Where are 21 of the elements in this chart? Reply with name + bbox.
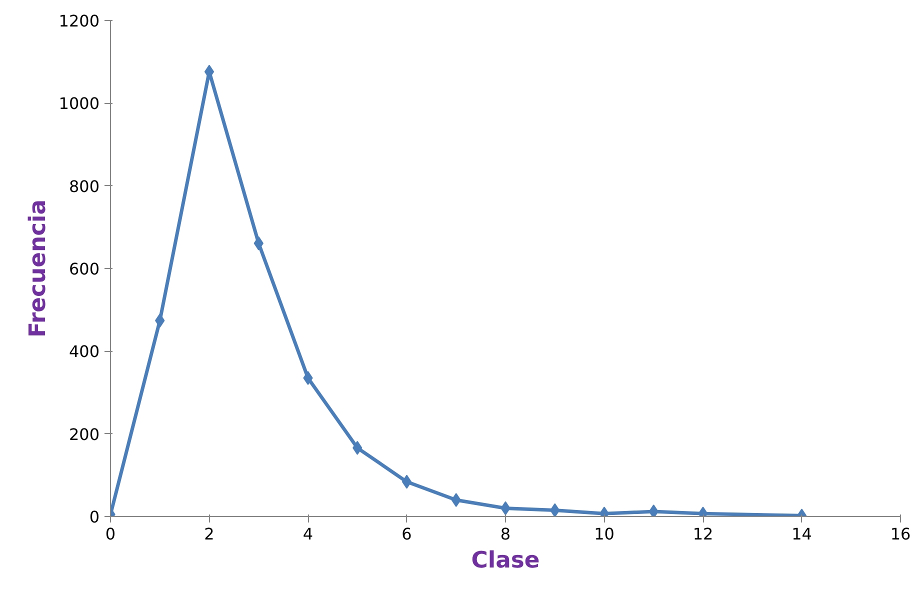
y-axis-title: Frecuencia <box>24 199 51 338</box>
x-tick-label: 0 <box>105 524 116 544</box>
point <box>402 474 412 489</box>
y-tick-label: 1000 <box>58 94 100 114</box>
x-tick-label: 2 <box>204 524 214 544</box>
y-tick-label: 0 <box>89 508 100 526</box>
point <box>648 504 658 516</box>
x-axis-title: Clase <box>471 548 540 574</box>
x-tick-label: 8 <box>500 524 511 544</box>
y-tick-label: 800 <box>68 176 100 196</box>
y-tick-label: 200 <box>68 424 100 444</box>
y-tick-label: 1200 <box>58 12 100 30</box>
x-tick-label: 12 <box>692 524 714 544</box>
x-tick-label: 16 <box>890 524 911 544</box>
point <box>550 503 560 516</box>
x-tick-label: 14 <box>792 524 812 544</box>
x-tick-label: 6 <box>402 524 412 544</box>
y-tick-label: 400 <box>68 342 100 362</box>
y-tick-label: 600 <box>68 260 100 278</box>
x-tick-label: 10 <box>594 524 614 544</box>
x-tick-label: 4 <box>302 524 314 544</box>
